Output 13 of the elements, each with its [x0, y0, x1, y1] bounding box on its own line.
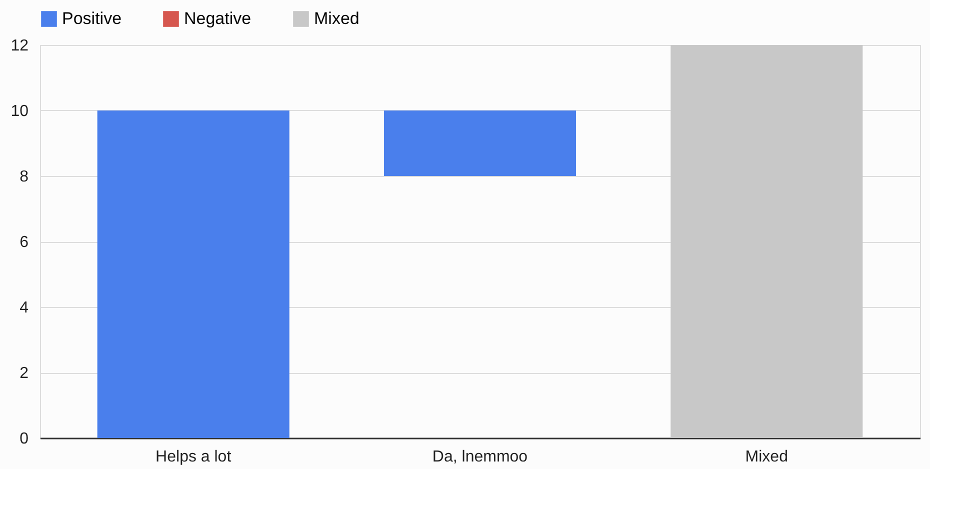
legend-label: Negative [184, 9, 252, 28]
x-tick-label: Da, lnemmoo [432, 448, 528, 466]
y-tick-label: 6 [20, 234, 29, 251]
x-tick-label: Helps a lot [156, 448, 232, 466]
y-tick-label: 2 [20, 365, 29, 382]
y-tick-label: 12 [10, 38, 29, 54]
legend-label: Positive [62, 9, 122, 28]
legend-label: Mixed [314, 9, 360, 28]
y-tick-label: 10 [10, 103, 29, 120]
x-tick-label: Mixed [745, 448, 788, 466]
y-tick-label: 4 [20, 300, 29, 316]
y-tick-label: 8 [20, 168, 29, 186]
y-tick-label: 0 [20, 430, 29, 448]
